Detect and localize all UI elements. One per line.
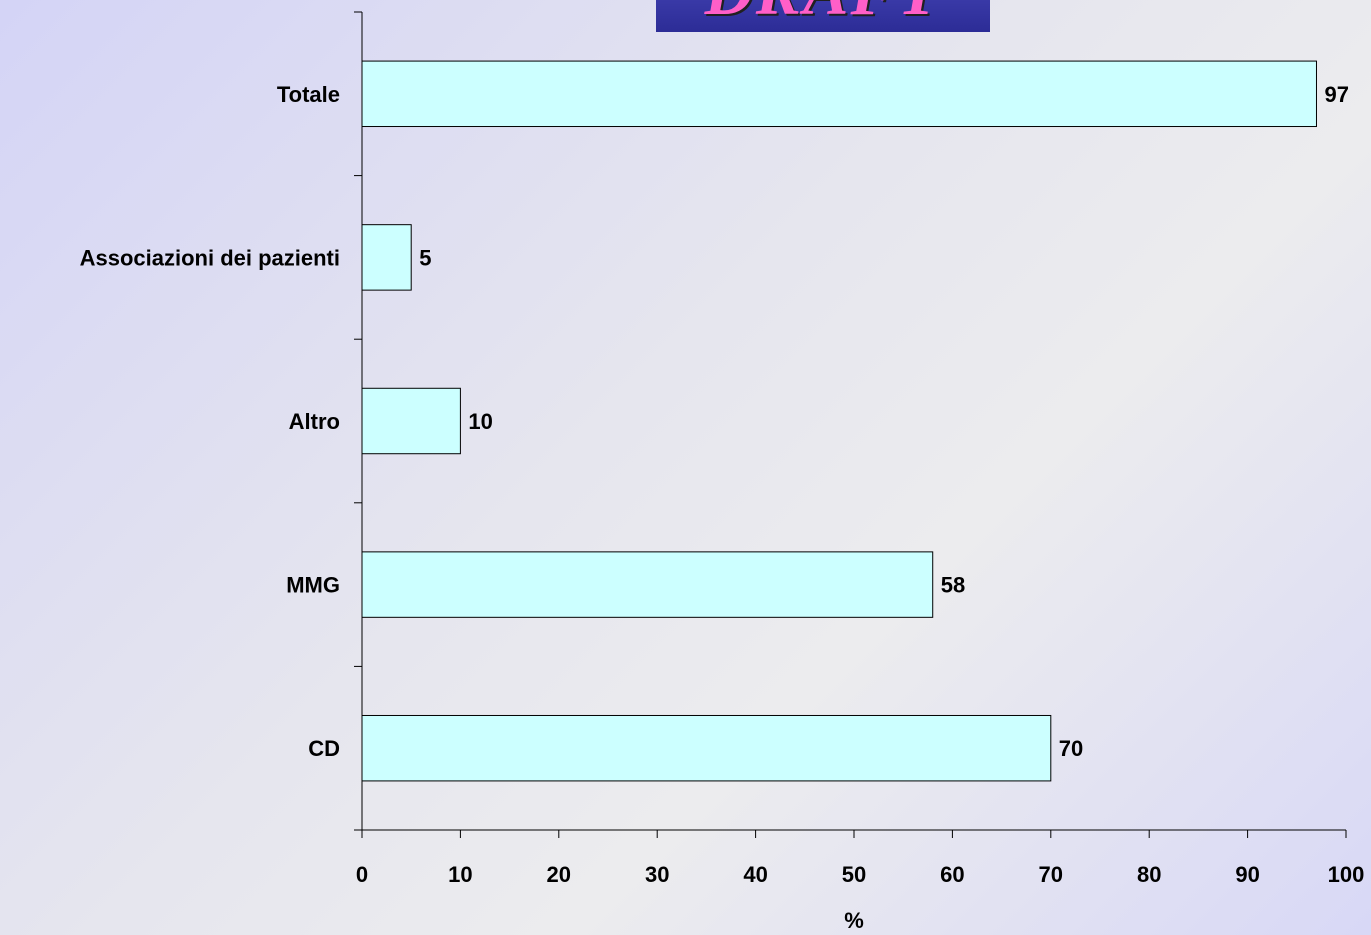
x-axis-title: %: [844, 908, 864, 933]
x-tick-label: 20: [547, 862, 571, 887]
data-label: 58: [941, 573, 965, 598]
x-tick-label: 50: [842, 862, 866, 887]
x-tick-label: 40: [743, 862, 767, 887]
bar: [361, 60, 1317, 128]
category-label: CD: [308, 736, 340, 761]
category-label: Associazioni dei pazienti: [80, 245, 340, 270]
x-tick-label: 90: [1235, 862, 1259, 887]
bar: [361, 551, 934, 618]
draft-banner: DRAFT: [656, 0, 990, 32]
x-tick-label: 30: [645, 862, 669, 887]
bar: [361, 714, 1052, 782]
bar: [361, 224, 412, 291]
category-label: Totale: [277, 82, 340, 107]
bar: [361, 387, 461, 455]
data-label: 97: [1324, 82, 1348, 107]
x-tick-label: 100: [1328, 862, 1365, 887]
data-label: 5: [419, 245, 431, 270]
category-label: Altro: [289, 409, 340, 434]
chart-axes: [354, 11, 1347, 838]
x-tick-label: 0: [356, 862, 368, 887]
x-tick-label: 80: [1137, 862, 1161, 887]
category-label: MMG: [286, 573, 340, 598]
chart-labels: 0 10 20 30 40 50 60 70 80 90 100 Totale 97 Associazio…: [80, 82, 1365, 887]
x-tick-label: 60: [940, 862, 964, 887]
data-label: 70: [1059, 736, 1083, 761]
x-tick-label: 10: [448, 862, 472, 887]
x-tick-label: 70: [1039, 862, 1063, 887]
data-label: 10: [468, 409, 492, 434]
chart-bars: [361, 60, 1317, 782]
banner-text: DRAFT: [656, 0, 990, 31]
